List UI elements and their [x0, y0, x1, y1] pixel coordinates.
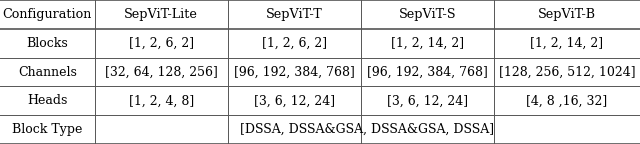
Text: [4, 8 ,16, 32]: [4, 8 ,16, 32]: [527, 94, 607, 107]
Text: [3, 6, 12, 24]: [3, 6, 12, 24]: [254, 94, 335, 107]
Text: [1, 2, 14, 2]: [1, 2, 14, 2]: [391, 37, 464, 50]
Text: SepViT-T: SepViT-T: [266, 8, 323, 21]
Text: [1, 2, 14, 2]: [1, 2, 14, 2]: [531, 37, 604, 50]
Text: SepViT-S: SepViT-S: [399, 8, 456, 21]
Text: [1, 2, 6, 2]: [1, 2, 6, 2]: [129, 37, 194, 50]
Text: [96, 192, 384, 768]: [96, 192, 384, 768]: [367, 66, 488, 78]
Text: Blocks: Blocks: [26, 37, 68, 50]
Text: SepViT-Lite: SepViT-Lite: [124, 8, 198, 21]
Text: Heads: Heads: [27, 94, 68, 107]
Text: SepViT-B: SepViT-B: [538, 8, 596, 21]
Text: [32, 64, 128, 256]: [32, 64, 128, 256]: [105, 66, 218, 78]
Text: [3, 6, 12, 24]: [3, 6, 12, 24]: [387, 94, 468, 107]
Text: Block Type: Block Type: [12, 123, 83, 136]
Text: [DSSA, DSSA&GSA, DSSA&GSA, DSSA]: [DSSA, DSSA&GSA, DSSA&GSA, DSSA]: [240, 123, 495, 136]
Text: Channels: Channels: [18, 66, 77, 78]
Text: [96, 192, 384, 768]: [96, 192, 384, 768]: [234, 66, 355, 78]
Text: [128, 256, 512, 1024]: [128, 256, 512, 1024]: [499, 66, 636, 78]
Text: [1, 2, 4, 8]: [1, 2, 4, 8]: [129, 94, 194, 107]
Text: Configuration: Configuration: [3, 8, 92, 21]
Text: [1, 2, 6, 2]: [1, 2, 6, 2]: [262, 37, 327, 50]
